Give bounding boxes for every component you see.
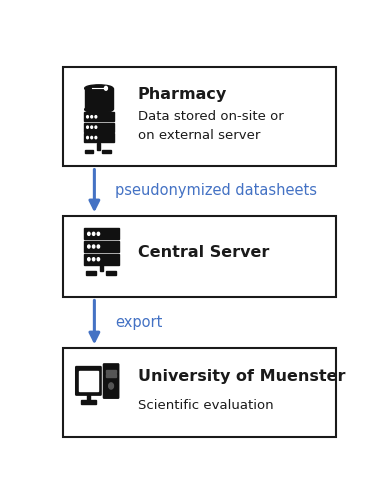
FancyBboxPatch shape [84,133,114,142]
FancyBboxPatch shape [84,254,119,264]
Bar [86,271,97,275]
Circle shape [91,136,92,138]
Circle shape [95,116,97,118]
Text: University of Muenster: University of Muenster [138,369,345,384]
Bar [97,142,100,150]
Circle shape [91,126,92,128]
Bar [100,264,103,271]
Text: Data stored on-site or
on external server: Data stored on-site or on external serve… [138,110,283,142]
Circle shape [88,232,90,235]
Text: Pharmacy: Pharmacy [138,87,227,102]
Circle shape [97,232,100,235]
FancyBboxPatch shape [84,112,114,122]
Bar [106,271,116,275]
Circle shape [92,258,95,261]
Circle shape [97,245,100,248]
Bar [85,88,113,110]
Bar [79,371,98,392]
Circle shape [95,136,97,138]
Text: pseudonymized datasheets: pseudonymized datasheets [115,184,317,198]
Circle shape [92,232,95,235]
Text: Scientific evaluation: Scientific evaluation [138,399,273,412]
FancyBboxPatch shape [84,122,114,132]
Bar [81,400,95,404]
FancyBboxPatch shape [63,216,336,297]
Bar [106,374,116,377]
Bar [85,150,94,154]
FancyBboxPatch shape [75,366,102,396]
FancyBboxPatch shape [103,363,119,399]
FancyBboxPatch shape [63,348,336,436]
Circle shape [92,245,95,248]
Circle shape [109,383,114,389]
Circle shape [87,116,89,118]
Bar [87,394,90,400]
Circle shape [87,136,89,138]
Circle shape [104,86,107,90]
FancyBboxPatch shape [84,241,119,252]
FancyBboxPatch shape [84,228,119,239]
Circle shape [97,258,100,261]
Text: Central Server: Central Server [138,245,269,260]
Ellipse shape [85,106,113,113]
Circle shape [91,116,92,118]
Circle shape [88,245,90,248]
Circle shape [87,126,89,128]
Circle shape [88,258,90,261]
Circle shape [95,126,97,128]
Ellipse shape [85,85,113,92]
FancyBboxPatch shape [63,66,336,166]
Bar [102,150,111,154]
Bar [106,370,116,373]
Text: export: export [115,315,162,330]
